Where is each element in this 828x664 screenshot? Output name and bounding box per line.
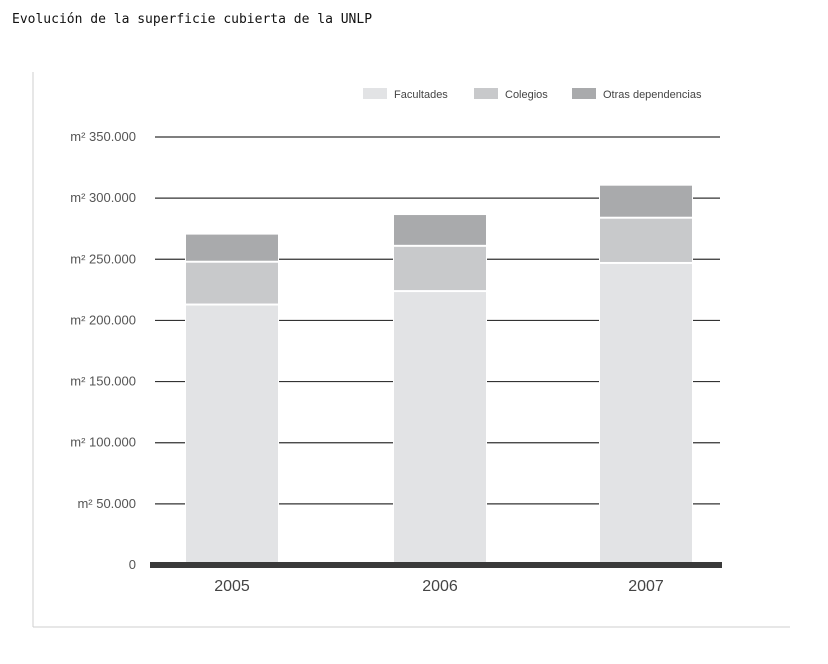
legend-swatch [474, 88, 498, 99]
bar-segment [600, 185, 692, 217]
bar-segment [394, 215, 486, 245]
y-tick-label: m² 300.000 [70, 190, 136, 205]
bar-segment [186, 305, 278, 564]
y-tick-label: 0 [129, 557, 136, 572]
y-axis: 0 m² 50.000 m² 100.000 m² 150.000 m² 200.000… [70, 129, 136, 572]
y-tick-label: m² 150.000 [70, 374, 136, 389]
y-tick-label: m² 100.000 [70, 435, 136, 450]
x-axis-baseline [150, 562, 722, 568]
bar-segment [394, 292, 486, 564]
y-tick-label: m² 200.000 [70, 312, 136, 327]
legend: Facultades Colegios Otras dependencias [363, 88, 702, 101]
y-tick-label: m² 250.000 [70, 251, 136, 266]
legend-label: Facultades [394, 89, 448, 101]
bars [185, 183, 693, 566]
y-tick-label: m² 50.000 [77, 496, 136, 511]
bar-segment [600, 218, 692, 262]
x-tick-label: 2005 [214, 578, 250, 595]
legend-swatch [363, 88, 387, 99]
legend-label: Otras dependencias [603, 89, 702, 101]
chart-frame [32, 72, 790, 628]
legend-label: Colegios [505, 89, 548, 101]
legend-swatch [572, 88, 596, 99]
page-title: Evolución de la superficie cubierta de l… [12, 12, 373, 27]
bar-segment [186, 234, 278, 261]
bar-segment [394, 246, 486, 291]
x-tick-label: 2007 [628, 578, 664, 595]
x-tick-label: 2006 [422, 578, 458, 595]
y-tick-label: m² 350.000 [70, 129, 136, 144]
bar-segment [186, 262, 278, 304]
bar-segment [600, 263, 692, 564]
x-axis: 2005 2006 2007 [150, 562, 722, 595]
